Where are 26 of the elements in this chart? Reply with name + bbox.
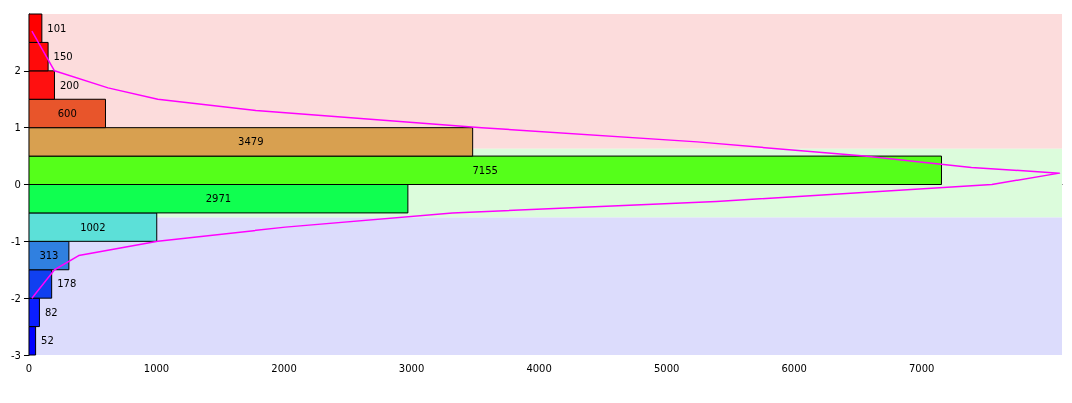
y-tick-label: 2 xyxy=(14,65,21,77)
x-tick-label: 5000 xyxy=(653,362,680,374)
data-label: 52 xyxy=(41,335,54,347)
x-tick-label: 2000 xyxy=(271,362,297,374)
data-label: 600 xyxy=(57,107,77,119)
x-tick-label: 4000 xyxy=(526,362,552,374)
y-tick-label: -2 xyxy=(10,292,21,304)
x-tick-label: 0 xyxy=(25,362,33,374)
y-tick-label: -1 xyxy=(10,235,21,247)
y-tick-label: 0 xyxy=(14,179,21,190)
data-label: 178 xyxy=(57,278,77,290)
data-label: 313 xyxy=(39,250,59,262)
data-label: 2971 xyxy=(205,193,232,205)
data-label: 3479 xyxy=(238,136,264,148)
x-tick-label: 6000 xyxy=(781,362,807,374)
data-label: 7155 xyxy=(472,164,498,176)
x-tick-label: 7000 xyxy=(908,362,935,374)
data-label: 1002 xyxy=(80,221,106,233)
data-label: 82 xyxy=(44,306,58,318)
data-label: 150 xyxy=(53,51,73,63)
data-label: 101 xyxy=(47,22,67,34)
y-tick-label: -3 xyxy=(10,349,21,361)
y-tick-label: 1 xyxy=(14,122,21,134)
data-label: 200 xyxy=(59,79,80,91)
x-tick-label: 1000 xyxy=(143,362,170,374)
x-tick-label: 3000 xyxy=(398,362,425,374)
